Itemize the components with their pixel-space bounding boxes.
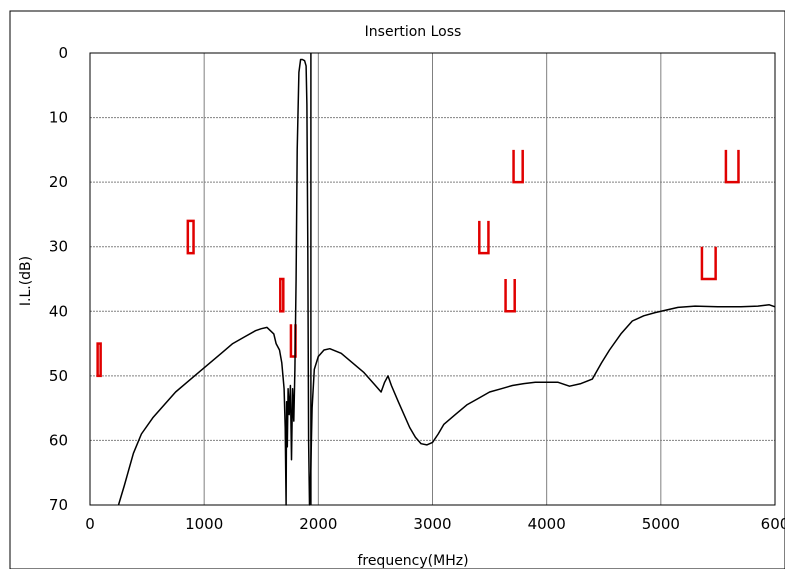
y-tick-label: 50 [49,367,68,385]
chart-title: Insertion Loss [365,24,462,40]
y-tick-label: 20 [49,173,68,191]
spec-mark [96,342,102,378]
spec-mark [478,220,490,255]
x-tick-label: 5000 [642,515,680,533]
y-tick-label: 10 [49,109,68,127]
spec-mark [512,149,524,184]
x-tick-label: 2000 [299,515,337,533]
plot-area-border [89,52,776,506]
y-axis-label: I.L.(dB) [18,256,34,306]
series-line-1 [117,58,776,506]
y-tick-label: 70 [49,496,68,514]
x-tick-label: 1000 [185,515,223,533]
y-tick-label: 40 [49,302,68,320]
data-series [117,53,776,506]
spec-mark [504,279,516,313]
spec-mark [279,277,285,313]
spec-mark [724,149,740,184]
spec-mark [186,219,195,255]
x-tick-label: 600 [761,515,785,533]
x-tick-label: 4000 [528,515,566,533]
x-tick-label: 3000 [413,515,451,533]
spec-mark [700,246,717,281]
y-tick-label: 30 [49,238,68,256]
x-tick-label: 0 [85,515,95,533]
y-tick-label: 60 [49,431,68,449]
y-tick-label: 0 [58,44,68,62]
x-tick-labels: 0 1000 2000 3000 4000 5000 600 [85,515,785,533]
y-tick-labels: 0 10 20 30 40 50 60 70 [49,44,68,514]
x-axis-label: frequency(MHz) [357,553,468,569]
spec-marks [96,149,740,378]
